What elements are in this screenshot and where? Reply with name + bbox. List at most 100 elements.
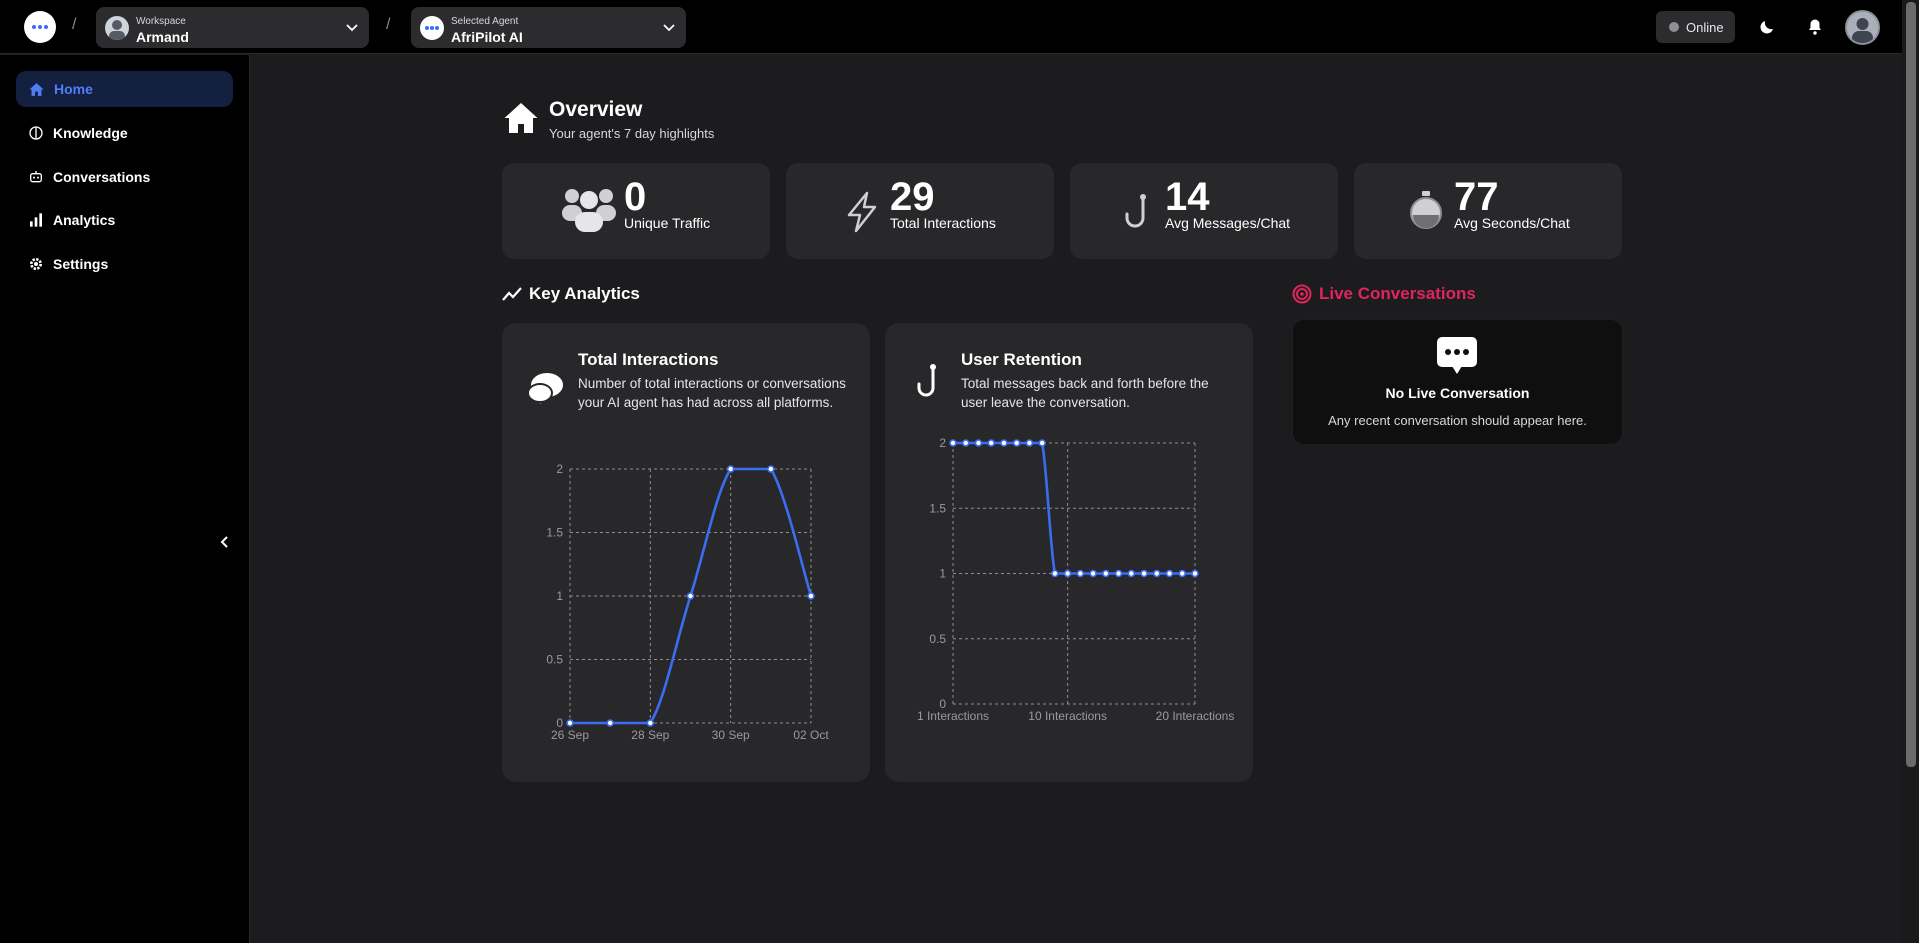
y-tick-label: 0.5	[546, 653, 563, 667]
users-icon	[562, 189, 616, 232]
hook-icon	[917, 364, 936, 397]
data-point[interactable]	[1152, 569, 1161, 578]
page-subtitle: Your agent's 7 day highlights	[549, 126, 715, 141]
data-point[interactable]	[1114, 569, 1123, 578]
data-point[interactable]	[961, 439, 970, 447]
data-point[interactable]	[606, 719, 614, 727]
data-point[interactable]	[1012, 439, 1021, 447]
top-bar: / Workspace Armand / Selected Agent Afri…	[0, 0, 1902, 54]
gear-icon	[30, 258, 42, 270]
chat-bubbles-icon	[527, 373, 563, 407]
data-point[interactable]	[1102, 569, 1110, 578]
workspace-caption: Workspace	[136, 16, 186, 27]
data-point[interactable]	[566, 719, 574, 727]
y-tick-label: 1	[556, 589, 563, 603]
knowledge-icon	[29, 126, 43, 140]
stat-card-avg-seconds: 77 Avg Seconds/Chat	[1354, 163, 1622, 259]
card-title: Total Interactions	[578, 350, 719, 369]
bot-icon	[30, 171, 42, 183]
y-tick-label: 0.5	[929, 632, 946, 646]
y-tick-label: 2	[939, 436, 946, 450]
data-point[interactable]	[974, 439, 983, 447]
page-title: Overview	[549, 98, 643, 121]
total-interactions-chart: 0 0.5 1 1.5 2 26 Sep 28 Sep 30 Sep 02 Oct	[546, 462, 829, 742]
trend-line-icon	[502, 287, 522, 301]
collapse-sidebar-button[interactable]	[218, 535, 232, 554]
data-point[interactable]	[807, 592, 815, 600]
live-conversations-heading: Live Conversations	[1292, 284, 1476, 304]
x-tick-label: 10 Interactions	[1028, 709, 1107, 723]
stopwatch-icon	[1410, 191, 1442, 229]
y-tick-label: 1.5	[546, 526, 563, 540]
breadcrumb-separator: /	[72, 16, 77, 33]
sidebar-item-conversations[interactable]: Conversations	[16, 159, 233, 195]
sidebar-item-knowledge[interactable]: Knowledge	[16, 115, 233, 151]
x-tick-label: 26 Sep	[551, 728, 589, 742]
key-analytics-heading: Key Analytics	[502, 284, 640, 304]
bar-chart-icon	[30, 213, 42, 227]
data-point[interactable]	[1025, 439, 1034, 447]
stat-value: 0	[624, 175, 647, 219]
sidebar-item-settings[interactable]: Settings	[16, 246, 233, 282]
stat-label: Unique Traffic	[624, 215, 711, 231]
stat-value: 29	[890, 175, 935, 219]
data-point[interactable]	[1140, 569, 1148, 578]
data-point[interactable]	[686, 592, 695, 600]
bell-icon	[1809, 19, 1821, 35]
agent-selector[interactable]: Selected Agent AfriPilot AI	[411, 7, 686, 48]
data-point[interactable]	[1165, 569, 1174, 578]
data-point[interactable]	[1089, 569, 1097, 578]
chart-grid	[569, 468, 812, 724]
stat-card-total-interactions: 29 Total Interactions	[786, 163, 1054, 259]
sidebar-item-label: Settings	[53, 256, 109, 272]
card-description: Number of total interactions or conversa…	[578, 376, 846, 410]
data-point[interactable]	[726, 465, 735, 473]
chat-bubble-icon	[1437, 337, 1477, 374]
status-badge[interactable]: Online	[1656, 11, 1735, 43]
dark-mode-toggle[interactable]	[1756, 16, 1778, 38]
sidebar-item-home[interactable]: Home	[16, 71, 233, 107]
data-point[interactable]	[987, 439, 996, 447]
y-tick-label: 0	[939, 697, 946, 711]
chevron-left-icon	[220, 536, 228, 548]
stat-value: 77	[1454, 175, 1499, 219]
sidebar-item-label: Home	[54, 81, 93, 97]
data-point[interactable]	[949, 439, 957, 447]
live-conversations-panel: No Live Conversation Any recent conversa…	[1292, 319, 1623, 445]
y-tick-label: 1.5	[929, 501, 946, 515]
data-point[interactable]	[1063, 569, 1072, 578]
page-scrollbar[interactable]	[1902, 0, 1919, 943]
data-point[interactable]	[1000, 439, 1008, 447]
chevron-down-icon	[346, 24, 358, 32]
user-retention-chart: 0 0.5 1 1.5 2 1 Interactions 10 Interactions 20…	[917, 436, 1235, 723]
x-tick-label: 20 Interactions	[1156, 709, 1235, 723]
sidebar-item-label: Analytics	[53, 212, 116, 228]
stat-label: Avg Messages/Chat	[1165, 215, 1291, 231]
x-tick-label: 02 Oct	[793, 728, 829, 742]
breadcrumb-separator: /	[386, 16, 391, 33]
data-point[interactable]	[646, 719, 655, 727]
data-point[interactable]	[1038, 439, 1046, 447]
workspace-selector[interactable]: Workspace Armand	[96, 7, 369, 48]
data-point[interactable]	[1076, 569, 1085, 578]
data-point[interactable]	[1191, 569, 1199, 578]
user-avatar[interactable]	[1845, 10, 1880, 45]
notifications-button[interactable]	[1804, 16, 1826, 38]
live-target-icon	[1292, 284, 1312, 304]
stat-value: 14	[1165, 175, 1210, 219]
user-retention-card: User Retention Total messages back and f…	[885, 323, 1253, 782]
scrollbar-thumb[interactable]	[1906, 2, 1916, 767]
sidebar-item-analytics[interactable]: Analytics	[16, 202, 233, 238]
app-logo[interactable]	[24, 11, 56, 43]
hook-icon	[1125, 194, 1146, 228]
sidebar-item-label: Knowledge	[53, 125, 128, 141]
data-point[interactable]	[1178, 569, 1187, 578]
data-point[interactable]	[1127, 569, 1136, 578]
data-point[interactable]	[767, 465, 775, 473]
data-point[interactable]	[1051, 569, 1059, 578]
home-icon	[29, 82, 44, 96]
series-line	[570, 467, 813, 725]
card-description: Total messages back and forth before the…	[961, 376, 1209, 410]
stat-card-avg-messages: 14 Avg Messages/Chat	[1070, 163, 1338, 259]
